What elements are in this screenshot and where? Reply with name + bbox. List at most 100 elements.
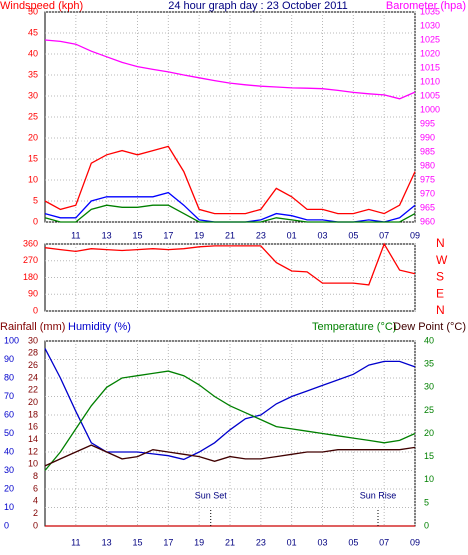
series-line — [44, 204, 416, 223]
chart-title: 24 hour graph day : 23 October 2011 — [168, 0, 348, 12]
y-tick-label: 45 — [28, 27, 38, 37]
y-tick-label: N — [436, 303, 445, 317]
temperature-axis-title: Temperature (°C) — [312, 321, 396, 333]
y-tick-label: 16 — [28, 422, 38, 432]
rain-axis-title: Rainfall (mm) — [0, 321, 65, 333]
y-tick-label: 50 — [4, 428, 14, 438]
y-tick-label: 10 — [4, 502, 14, 512]
x-tick-label: 15 — [132, 230, 142, 240]
y-tick-label: 1025 — [420, 34, 440, 44]
x-tick-label: 13 — [102, 230, 112, 240]
y-tick-label: 20 — [4, 483, 14, 493]
y-tick-label: 20 — [28, 397, 38, 407]
y-tick-label: 2 — [33, 508, 38, 518]
y-tick-label: 14 — [28, 434, 38, 444]
y-tick-label: 10 — [28, 174, 38, 184]
y-tick-label: E — [436, 286, 444, 300]
y-tick-label: 35 — [424, 359, 434, 369]
y-tick-label: 24 — [28, 372, 38, 382]
y-tick-label: S — [436, 270, 444, 284]
series-line — [44, 444, 416, 467]
y-tick-label: 30 — [424, 382, 434, 392]
x-tick-label: 19 — [194, 230, 204, 240]
y-tick-label: 960 — [420, 216, 435, 226]
y-tick-label: 8 — [33, 471, 38, 481]
x-tick-label: 15 — [132, 537, 142, 547]
y-tick-label: 25 — [424, 405, 434, 415]
y-tick-label: 1005 — [420, 90, 440, 100]
y-tick-label: 30 — [4, 465, 14, 475]
y-tick-label: 0 — [4, 520, 9, 530]
y-tick-label: N — [436, 236, 445, 250]
y-tick-label: 40 — [28, 48, 38, 58]
y-tick-label: 10 — [28, 459, 38, 469]
x-tick-label: 17 — [163, 230, 173, 240]
wind-axis-title: Windspeed (kph) — [0, 0, 83, 12]
annotation: Sun Rise — [360, 490, 397, 500]
x-tick-label: 03 — [317, 537, 327, 547]
y-tick-label: 18 — [28, 409, 38, 419]
baro-axis-title: Barometer (hpa) — [386, 0, 466, 12]
y-tick-label: 80 — [4, 372, 14, 382]
x-tick-label: 23 — [256, 230, 266, 240]
x-tick-label: 13 — [102, 537, 112, 547]
y-tick-label: 1035 — [420, 6, 440, 16]
series-line — [44, 370, 416, 471]
y-tick-label: 975 — [420, 174, 435, 184]
y-tick-label: 35 — [28, 69, 38, 79]
x-tick-label: 23 — [256, 537, 266, 547]
x-tick-label: 21 — [225, 230, 235, 240]
y-tick-label: 360 — [23, 238, 38, 248]
y-tick-label: 980 — [420, 160, 435, 170]
y-tick-label: 30 — [28, 335, 38, 345]
y-tick-label: 270 — [23, 255, 38, 265]
x-tick-label: 07 — [379, 230, 389, 240]
y-tick-label: 0 — [33, 216, 38, 226]
y-tick-label: 1015 — [420, 62, 440, 72]
series-line — [44, 39, 416, 100]
y-tick-label: 90 — [4, 354, 14, 364]
y-tick-label: 995 — [420, 118, 435, 128]
x-tick-label: 05 — [348, 537, 358, 547]
y-tick-label: 5 — [424, 497, 429, 507]
humidity-axis-title: Humidity (%) — [68, 321, 131, 333]
y-tick-label: 985 — [420, 146, 435, 156]
y-tick-label: 20 — [28, 132, 38, 142]
dewpoint-axis-title: Dew Point (°C) — [393, 321, 466, 333]
y-tick-label: 60 — [4, 409, 14, 419]
x-tick-label: 21 — [225, 537, 235, 547]
y-tick-label: 0 — [424, 520, 429, 530]
x-tick-label: 11 — [71, 537, 80, 547]
x-tick-label: 01 — [287, 230, 297, 240]
series-line — [44, 145, 416, 215]
series-line — [44, 242, 416, 286]
y-tick-label: 1030 — [420, 20, 440, 30]
y-tick-label: 28 — [28, 348, 38, 358]
y-tick-label: W — [436, 253, 448, 267]
x-tick-label: 11 — [71, 230, 80, 240]
y-tick-label: 6 — [33, 483, 38, 493]
x-tick-label: 17 — [163, 537, 173, 547]
y-tick-label: 965 — [420, 202, 435, 212]
x-tick-label: 19 — [194, 537, 204, 547]
y-tick-label: 40 — [4, 446, 14, 456]
y-tick-label: 5 — [33, 195, 38, 205]
y-tick-label: 970 — [420, 188, 435, 198]
y-tick-label: 1020 — [420, 48, 440, 58]
x-tick-label: 09 — [410, 537, 420, 547]
y-tick-label: 40 — [424, 335, 434, 345]
x-tick-label: 07 — [379, 537, 389, 547]
y-tick-label: 25 — [28, 111, 38, 121]
y-tick-label: 12 — [28, 446, 38, 456]
y-tick-label: 90 — [28, 289, 38, 299]
y-tick-label: 20 — [424, 428, 434, 438]
y-tick-label: 26 — [28, 360, 38, 370]
y-tick-label: 1010 — [420, 76, 440, 86]
y-tick-label: 4 — [33, 496, 38, 506]
y-tick-label: 70 — [4, 391, 14, 401]
y-tick-label: 100 — [4, 335, 19, 345]
y-tick-label: 50 — [28, 6, 38, 16]
y-tick-label: 30 — [28, 90, 38, 100]
x-tick-label: 05 — [348, 230, 358, 240]
